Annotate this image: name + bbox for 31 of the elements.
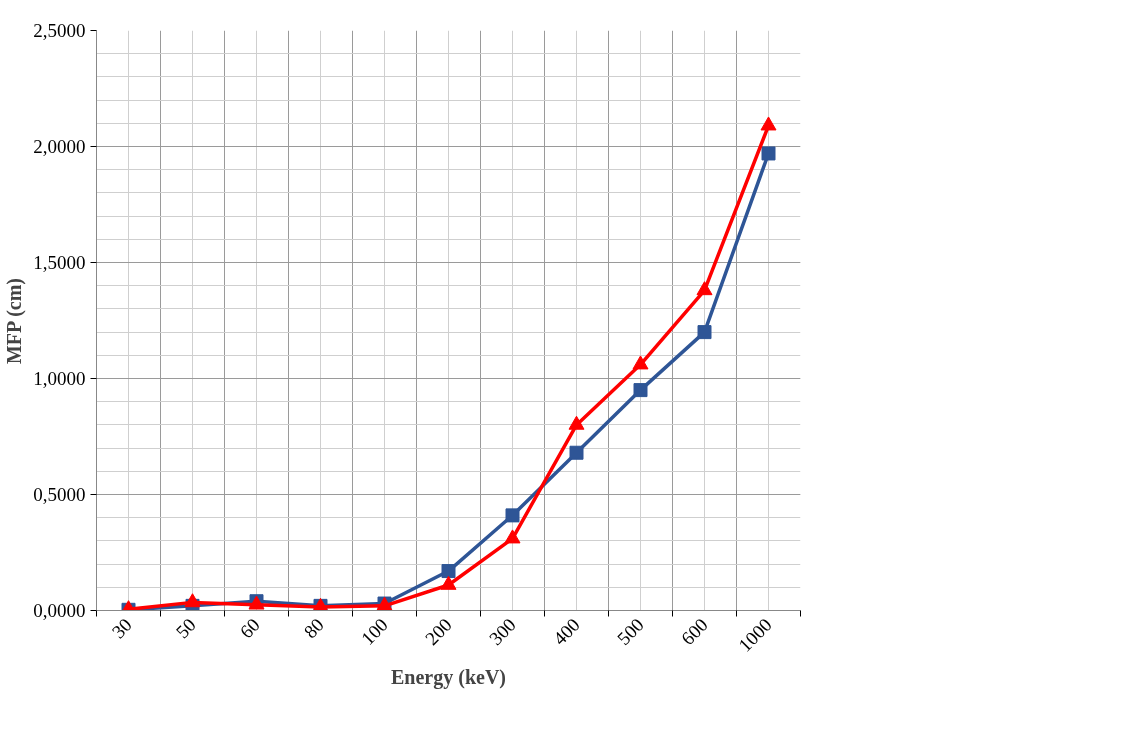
x-tick-label: 80 <box>299 614 328 643</box>
x-tick-label: 600 <box>676 614 712 650</box>
x-tick-label: 300 <box>484 614 520 650</box>
point <box>632 355 649 370</box>
y-tick-label: 2,5000 <box>33 20 86 41</box>
x-tick-label: 30 <box>107 614 136 643</box>
x-tick-label: 60 <box>235 614 264 643</box>
point <box>569 445 584 460</box>
x-tick-label: 100 <box>356 614 392 650</box>
point <box>696 281 713 296</box>
x-tick-label: 400 <box>548 614 584 650</box>
point <box>761 146 776 161</box>
x-tick-label: 200 <box>420 614 456 650</box>
point <box>184 593 201 608</box>
point <box>504 529 521 544</box>
point <box>440 575 457 590</box>
y-tick-label: 0,0000 <box>33 600 86 621</box>
point <box>760 116 777 131</box>
y-tick-label: 1,0000 <box>33 368 86 389</box>
y-tick-label: 2,0000 <box>33 136 86 157</box>
y-tick-label: 0,5000 <box>33 484 86 505</box>
x-axis-title: Energy (keV) <box>391 665 506 689</box>
point <box>441 564 456 579</box>
point <box>633 383 648 398</box>
point <box>568 415 585 430</box>
x-tick-label: 500 <box>612 614 648 650</box>
point <box>697 325 712 340</box>
y-axis-title: MFP (cm) <box>3 278 27 365</box>
y-tick-label: 1,5000 <box>33 252 86 273</box>
point <box>505 508 520 523</box>
x-tick-label: 50 <box>171 614 200 643</box>
